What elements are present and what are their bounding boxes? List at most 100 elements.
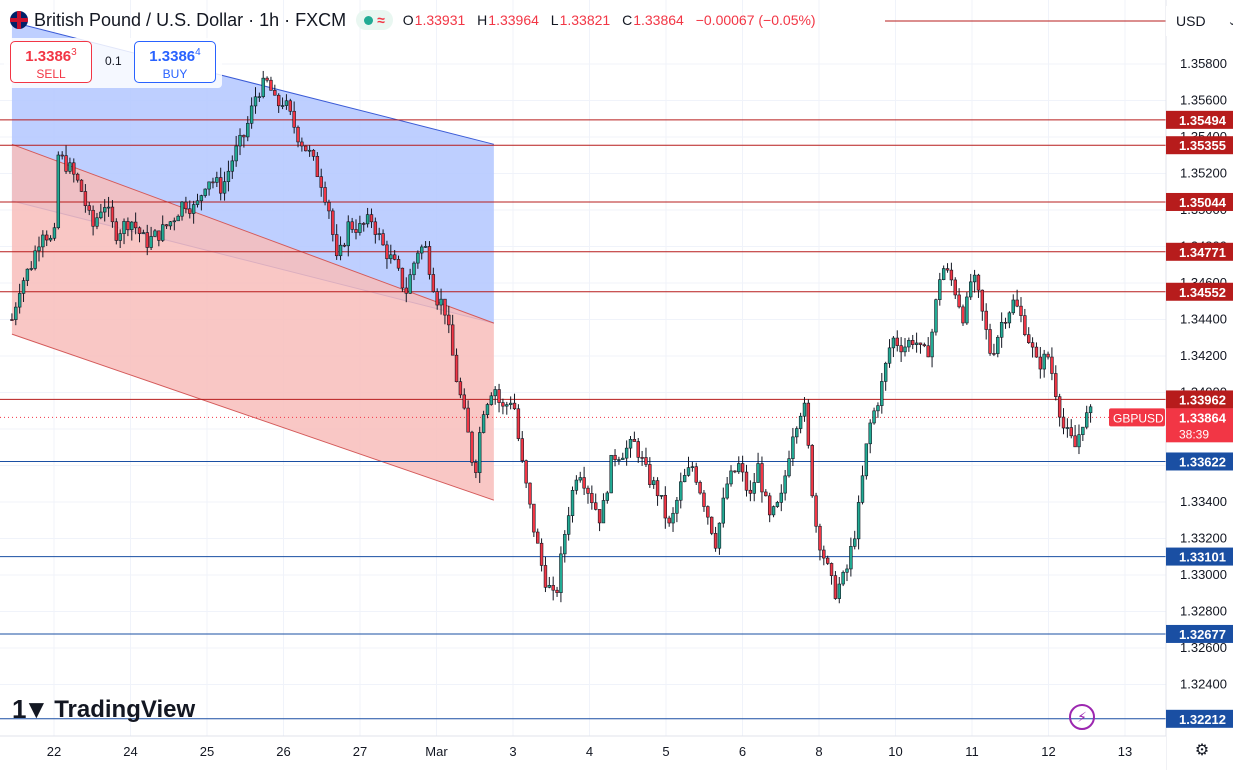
candle-body: [841, 571, 845, 585]
candle-body: [497, 389, 501, 403]
candle-body: [269, 79, 273, 91]
candle-body: [249, 105, 254, 124]
candle-body: [1057, 396, 1062, 418]
candle-body: [164, 224, 169, 227]
candle-body: [215, 177, 219, 183]
candle-body: [980, 289, 985, 312]
price-tick-label: 1.32400: [1180, 677, 1227, 692]
candle-body: [141, 232, 146, 234]
tradingview-logo-icon: 1▼: [12, 694, 49, 724]
candle-body: [555, 589, 559, 594]
candle-body: [75, 173, 80, 181]
resistance-level-tag: [1166, 242, 1233, 261]
time-tick-label: 6: [739, 744, 746, 759]
candle-body: [698, 481, 702, 494]
candle-body: [157, 230, 161, 241]
candle-body: [1077, 434, 1081, 448]
time-tick-label: 4: [586, 744, 593, 759]
sell-button[interactable]: 1.33863 SELL: [10, 41, 92, 83]
bolt-icon[interactable]: ⚡: [1069, 704, 1095, 730]
candle-body: [79, 179, 84, 192]
candle-body: [60, 154, 64, 157]
price-tick-label: 1.33200: [1180, 531, 1227, 546]
candle-body: [845, 568, 849, 573]
candle-body: [729, 470, 733, 485]
candle-body: [760, 463, 764, 493]
gear-icon[interactable]: ⚙: [1194, 742, 1210, 759]
candle-body: [706, 506, 710, 518]
candle-body: [825, 557, 830, 564]
symbol-title[interactable]: British Pound / U.S. Dollar · 1h · FXCM: [34, 9, 347, 30]
candle-body: [648, 464, 652, 485]
buy-price: 1.3386: [149, 48, 196, 65]
time-tick-label: 10: [888, 744, 902, 759]
price-tick-label: 1.33400: [1180, 494, 1227, 509]
resistance-level-label: 1.35044: [1179, 195, 1227, 210]
currency-select[interactable]: USD ⌄: [1166, 6, 1233, 36]
high-value: 1.33964: [488, 12, 539, 28]
candle-body: [597, 509, 602, 524]
candle-body: [806, 402, 811, 446]
candle-body: [431, 274, 436, 292]
time-tick-label: 27: [353, 744, 367, 759]
candle-body: [795, 428, 799, 438]
candle-body: [327, 201, 331, 212]
candle-body: [276, 94, 281, 107]
candle-body: [520, 438, 524, 462]
candle-body: [478, 432, 482, 473]
candle-body: [949, 269, 954, 281]
candle-body: [168, 221, 173, 227]
support-level-label: 1.32677: [1179, 627, 1226, 642]
candle-body: [590, 493, 594, 504]
price-tick-label: 1.34400: [1180, 312, 1227, 327]
candle-body: [342, 244, 347, 247]
candle-body: [849, 546, 853, 570]
time-axis: 22 24 25 26 27 Mar 3 4 5 6 8 10 11 12 13: [0, 735, 1166, 770]
candle-body: [899, 345, 903, 353]
quantity-value[interactable]: 0.1: [105, 54, 122, 68]
candle-body: [126, 221, 130, 230]
candle-body: [191, 204, 196, 214]
candle-body: [787, 458, 791, 477]
candle-body: [953, 279, 957, 296]
candle-body: [1042, 353, 1046, 370]
candle-body: [907, 340, 911, 348]
candle-body: [37, 246, 41, 252]
candle-body: [667, 517, 671, 524]
candle-body: [767, 495, 772, 516]
time-axis-bg: [0, 736, 1166, 770]
candle-body: [56, 154, 61, 229]
candle-body: [872, 410, 876, 424]
candle-body: [926, 345, 930, 358]
candle-body: [420, 246, 424, 254]
candle-body: [373, 221, 378, 235]
candle-body: [17, 293, 22, 308]
candle-body: [516, 408, 521, 439]
change-value: −0.00067 (−0.05%): [695, 12, 816, 28]
candle-body: [493, 389, 497, 397]
tradingview-logo[interactable]: 1▼ TradingView: [12, 694, 195, 725]
candle-body: [350, 221, 354, 230]
market-status-pill[interactable]: ≈: [356, 10, 393, 30]
time-tick-label: 8: [815, 744, 822, 759]
candle-body: [802, 402, 807, 417]
candle-body: [996, 336, 1000, 354]
candle-body: [644, 457, 648, 465]
candle-body: [21, 280, 26, 294]
candle-body: [856, 502, 861, 540]
candle-body: [829, 563, 834, 576]
sell-price-pip: 3: [71, 47, 77, 58]
candle-body: [733, 470, 737, 473]
buy-button[interactable]: 1.33864 BUY: [134, 41, 216, 83]
time-tick-label: 3: [509, 744, 516, 759]
candle-body: [338, 244, 343, 257]
candle-body: [304, 145, 308, 152]
candle-body: [721, 497, 725, 524]
candle-body: [679, 481, 683, 501]
candle-body: [671, 512, 675, 524]
candle-body: [945, 268, 950, 271]
resistance-level-label: 1.34771: [1179, 245, 1226, 260]
candle-body: [539, 542, 544, 566]
candle-body: [551, 585, 555, 591]
